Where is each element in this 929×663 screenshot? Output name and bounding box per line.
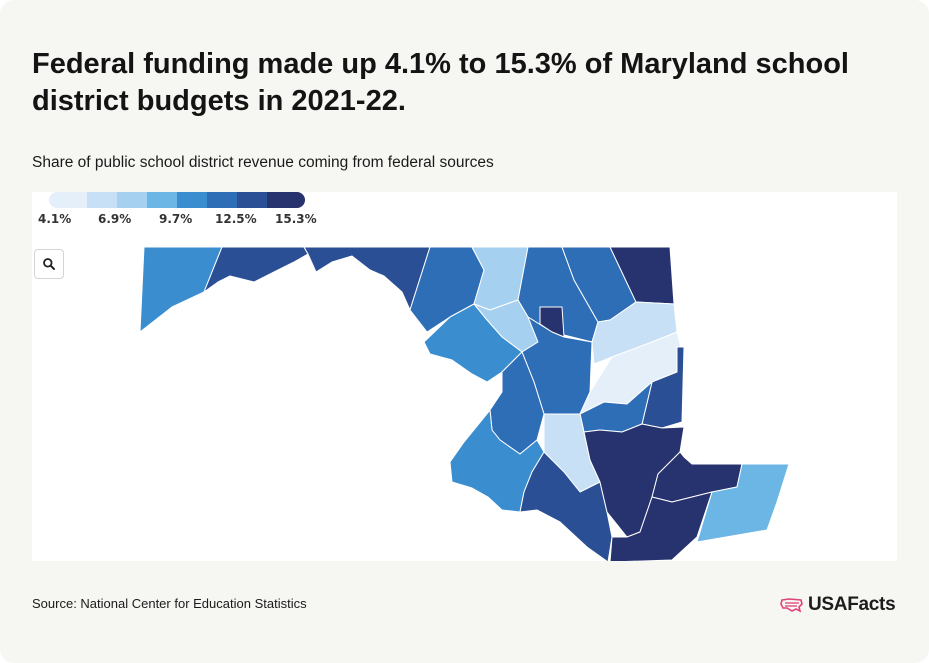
- legend-label-2: 6.9%: [98, 212, 132, 226]
- legend-swatches: [49, 192, 305, 208]
- chart-subtitle: Share of public school district revenue …: [32, 154, 494, 171]
- legend-label-4: 12.5%: [215, 212, 257, 226]
- legend-cap-right: [289, 192, 305, 208]
- county-kent[interactable]: [591, 301, 678, 365]
- county-garrett[interactable]: [139, 246, 223, 333]
- legend-swatch: [117, 192, 148, 208]
- chart-title: Federal funding made up 4.1% to 15.3% of…: [32, 48, 849, 117]
- legend-swatch: [57, 192, 88, 208]
- county-st-marys[interactable]: [519, 451, 613, 561]
- county-washington[interactable]: [303, 246, 431, 311]
- color-legend: [49, 192, 305, 208]
- map-panel[interactable]: 4.1% 6.9% 9.7% 12.5% 15.3%: [32, 192, 897, 561]
- county-somerset[interactable]: [609, 491, 713, 561]
- legend-label-max: 15.3%: [275, 212, 317, 226]
- source-note: Source: National Center for Education St…: [32, 596, 307, 611]
- legend-swatch: [267, 192, 298, 208]
- legend-label-min: 4.1%: [38, 212, 72, 226]
- legend-swatch: [147, 192, 178, 208]
- brand-name: USAFacts: [808, 594, 896, 615]
- county-worcester[interactable]: [696, 463, 790, 543]
- legend-swatch: [237, 192, 268, 208]
- magnifier-icon: [43, 258, 55, 270]
- county-allegany[interactable]: [203, 246, 309, 293]
- brand-logo[interactable]: USAFacts: [780, 592, 896, 618]
- zoom-button[interactable]: [34, 249, 64, 279]
- legend-swatch: [207, 192, 238, 208]
- legend-swatch: [177, 192, 208, 208]
- legend-swatch: [87, 192, 118, 208]
- legend-label-3: 9.7%: [159, 212, 193, 226]
- us-flag-map-icon: [780, 598, 803, 613]
- maryland-county-map[interactable]: [32, 192, 897, 561]
- county-montgomery[interactable]: [423, 303, 523, 383]
